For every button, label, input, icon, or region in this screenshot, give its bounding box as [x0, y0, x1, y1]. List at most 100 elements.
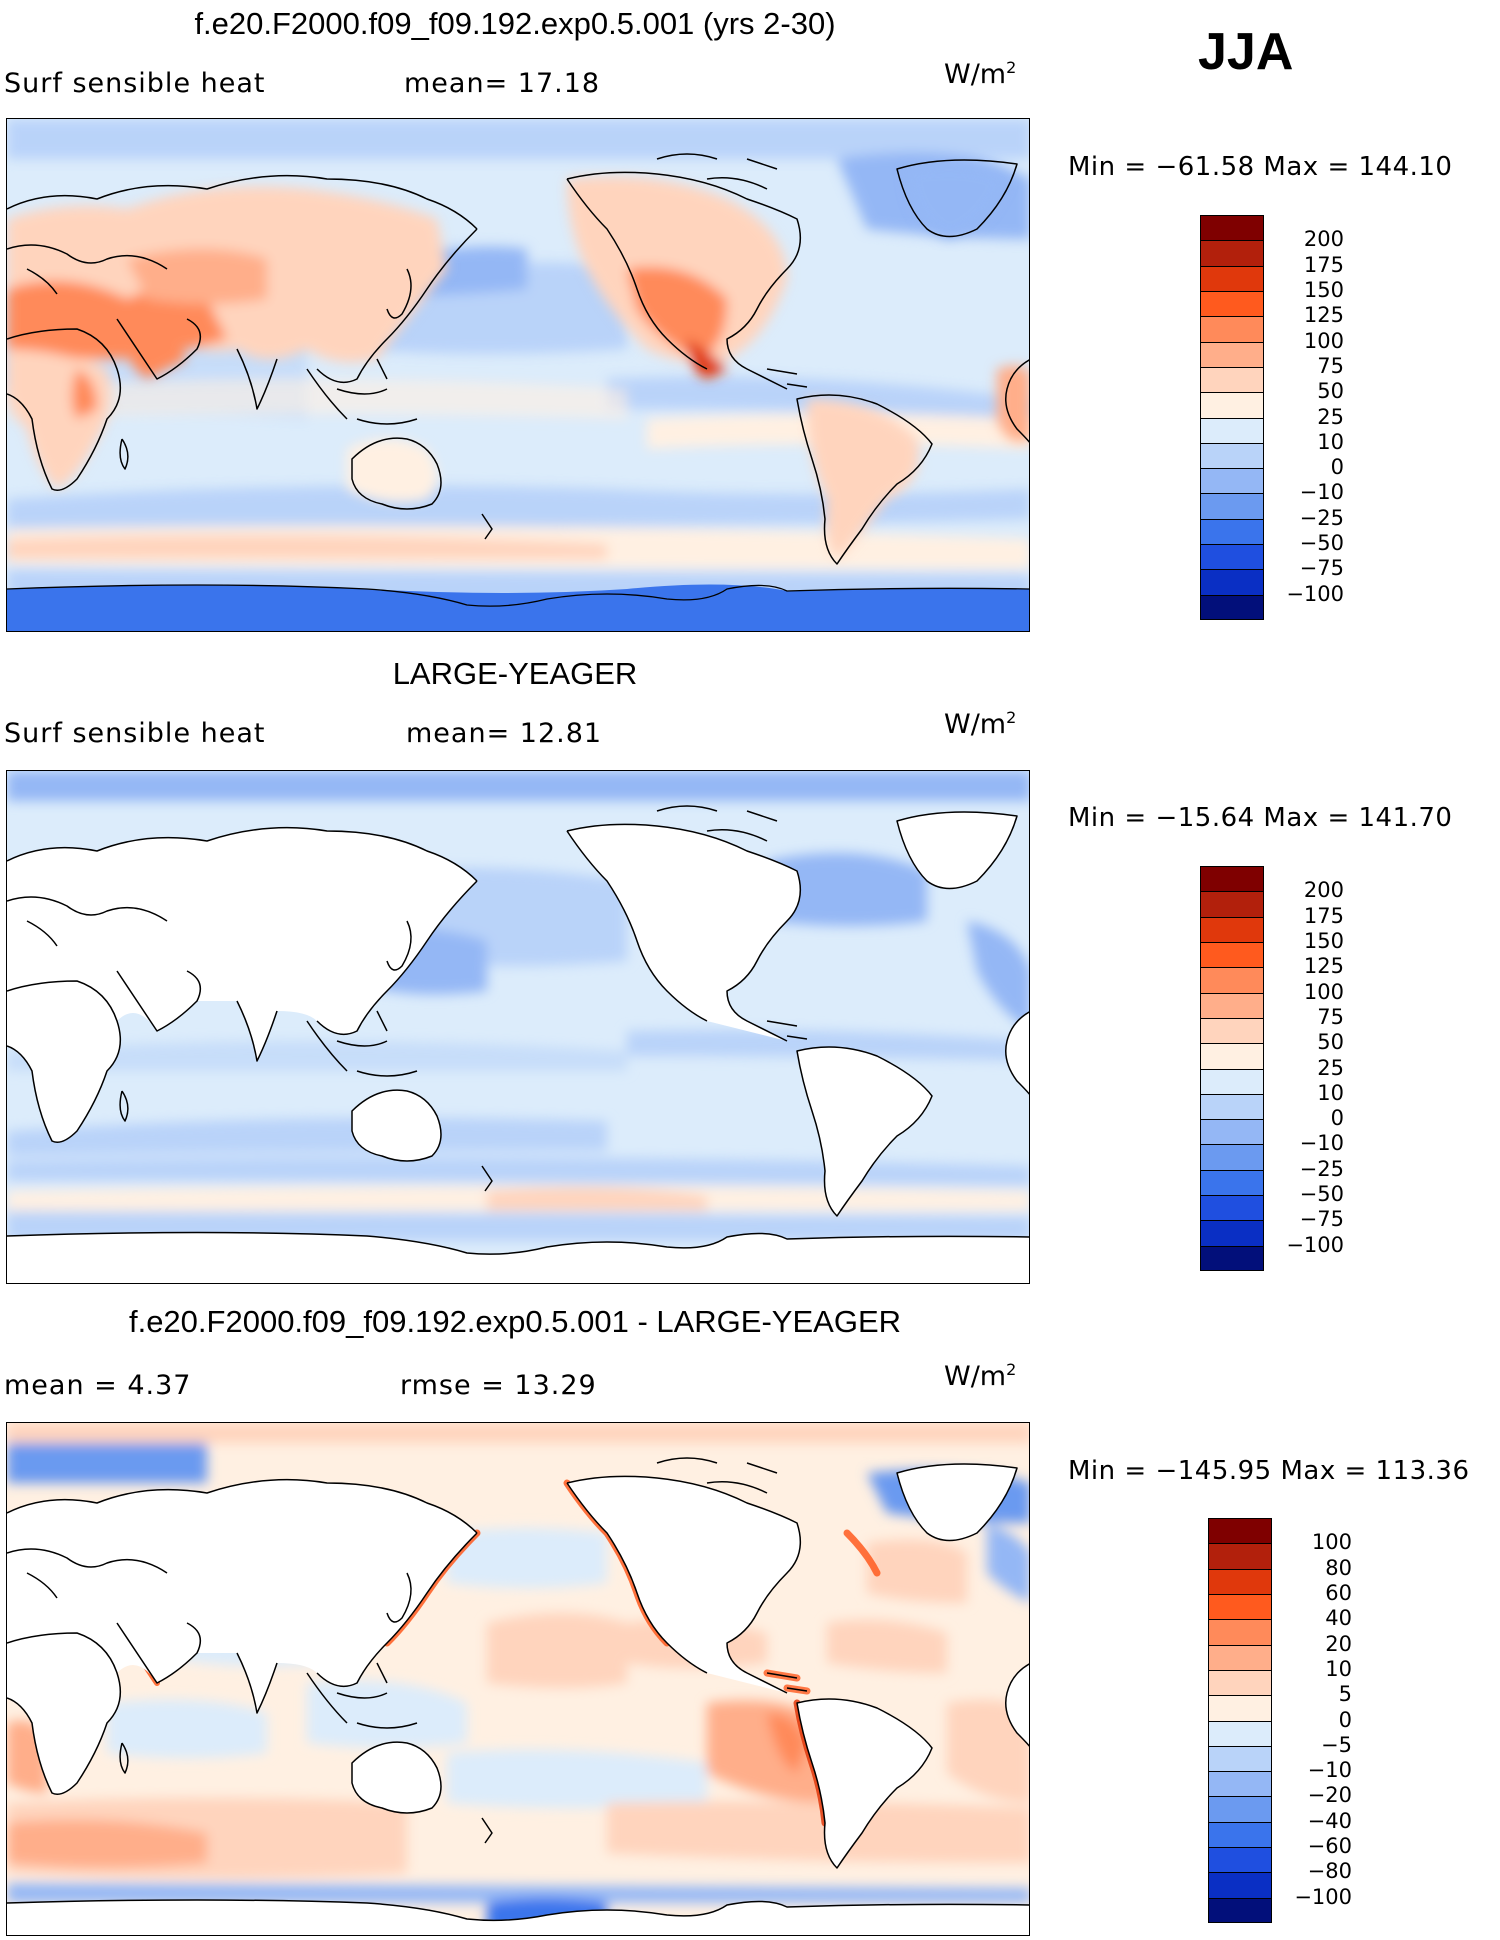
panel-3-mean-label: mean = 4.37 — [4, 1370, 192, 1401]
panel-1-map — [6, 118, 1030, 632]
colorbar-tick-label: 10 — [1325, 1656, 1352, 1681]
colorbar-swatch — [1200, 1220, 1264, 1247]
colorbar-swatch — [1200, 1068, 1264, 1095]
colorbar-swatch — [1208, 1543, 1272, 1570]
colorbar-swatch — [1208, 1821, 1272, 1848]
colorbar-tick-label: −40 — [1307, 1808, 1352, 1833]
colorbar-tick-label: 50 — [1317, 379, 1344, 404]
colorbar-swatch — [1200, 1017, 1264, 1044]
colorbar-swatch — [1208, 1669, 1272, 1696]
colorbar-swatch — [1200, 1043, 1264, 1069]
panel-3-units: W/m2 — [944, 1360, 1017, 1392]
colorbar-swatch — [1200, 518, 1264, 545]
colorbar-swatch — [1200, 992, 1264, 1019]
colorbar-swatch — [1200, 215, 1264, 241]
colorbar-tick-label: 60 — [1325, 1580, 1352, 1605]
colorbar-swatch — [1200, 417, 1264, 444]
colorbar-tick-label: 75 — [1317, 353, 1344, 378]
colorbar-tick-label: −25 — [1299, 505, 1344, 530]
colorbar-swatch — [1200, 594, 1264, 620]
panel-3-map — [6, 1422, 1030, 1936]
panel-2-field-label: Surf sensible heat — [4, 718, 266, 749]
colorbar-tick-label: −60 — [1307, 1834, 1352, 1859]
colorbar-swatch — [1208, 1720, 1272, 1747]
colorbar-tick-label: 10 — [1317, 429, 1344, 454]
colorbar-swatch — [1200, 290, 1264, 317]
colorbar-tick-label: −10 — [1307, 1758, 1352, 1783]
colorbar-swatch — [1200, 1144, 1264, 1171]
panel-3-minmax: Min = −145.95 Max = 113.36 — [1068, 1456, 1470, 1486]
colorbar-tick-label: −100 — [1294, 1884, 1352, 1909]
colorbar-tick-label: −80 — [1307, 1859, 1352, 1884]
colorbar-tick-label: −100 — [1286, 1232, 1344, 1257]
colorbar-tick-label: 25 — [1317, 1055, 1344, 1080]
panel-1-mean-label: mean= 17.18 — [404, 68, 601, 99]
colorbar-tick-label: −20 — [1307, 1783, 1352, 1808]
colorbar-tick-label: 175 — [1303, 252, 1344, 277]
colorbar-tick-label: 100 — [1311, 1530, 1352, 1555]
colorbar-tick-label: −25 — [1299, 1156, 1344, 1181]
colorbar-tick-label: 5 — [1338, 1682, 1352, 1707]
colorbar-swatch — [1200, 544, 1264, 570]
colorbar-swatch — [1208, 1847, 1272, 1873]
colorbar-tick-label: 80 — [1325, 1555, 1352, 1580]
colorbar-swatch — [1200, 1169, 1264, 1196]
colorbar-swatch — [1200, 392, 1264, 418]
panel-1-title: f.e20.F2000.f09_f09.192.exp0.5.001 (yrs … — [194, 6, 836, 41]
colorbar-tick-label: −75 — [1299, 556, 1344, 581]
colorbar-swatch — [1200, 316, 1264, 343]
colorbar-tick-label: 150 — [1303, 277, 1344, 302]
colorbar-tick-label: 150 — [1303, 928, 1344, 953]
panel-2-title: LARGE-YEAGER — [392, 656, 638, 691]
colorbar-tick-label: −75 — [1299, 1207, 1344, 1232]
colorbar-swatch — [1208, 1695, 1272, 1721]
panel-1-field-label: Surf sensible heat — [4, 68, 266, 99]
colorbar-swatch — [1200, 341, 1264, 368]
panel-1-colorbar: 200 175 150 125 100 75 50 25 10 0 −10 −25 −50 −75 −100 — [1200, 215, 1344, 620]
season-label: JJA — [1198, 23, 1294, 81]
colorbar-swatch — [1208, 1593, 1272, 1620]
colorbar-swatch — [1200, 866, 1264, 892]
colorbar-swatch — [1200, 941, 1264, 968]
colorbar-swatch — [1200, 442, 1264, 469]
colorbar-swatch — [1208, 1745, 1272, 1772]
colorbar-swatch — [1208, 1568, 1272, 1595]
colorbar-swatch — [1200, 1245, 1264, 1271]
colorbar-tick-label: 200 — [1303, 227, 1344, 252]
colorbar-swatch — [1200, 240, 1264, 267]
panel-3-title: f.e20.F2000.f09_f09.192.exp0.5.001 - LAR… — [128, 1304, 902, 1339]
colorbar-tick-label: 0 — [1338, 1707, 1352, 1732]
panel-1-minmax: Min = −61.58 Max = 144.10 — [1068, 152, 1453, 182]
colorbar-swatch — [1200, 265, 1264, 292]
colorbar-tick-label: 200 — [1303, 878, 1344, 903]
colorbar-tick-label: 175 — [1303, 903, 1344, 928]
colorbar-tick-label: 125 — [1303, 303, 1344, 328]
colorbar-swatch — [1208, 1771, 1272, 1797]
colorbar-swatch — [1200, 569, 1264, 596]
colorbar-swatch — [1208, 1644, 1272, 1671]
colorbar-tick-label: −100 — [1286, 581, 1344, 606]
colorbar-tick-label: 75 — [1317, 1004, 1344, 1029]
colorbar-swatch — [1208, 1796, 1272, 1823]
colorbar-tick-label: 50 — [1317, 1030, 1344, 1055]
colorbar-tick-label: −50 — [1299, 531, 1344, 556]
colorbar-swatch — [1200, 891, 1264, 918]
colorbar-tick-label: 0 — [1330, 455, 1344, 480]
panel-3-rmse-label: rmse = 13.29 — [400, 1370, 597, 1401]
colorbar-swatch — [1200, 366, 1264, 393]
panel-1-units: W/m2 — [944, 58, 1017, 90]
colorbar-tick-label: −10 — [1299, 1131, 1344, 1156]
panel-3-colorbar: 100 80 60 40 20 10 5 0 −5 −10 −20 −40 −60 −80 −100 — [1208, 1518, 1352, 1923]
colorbar-tick-label: 10 — [1317, 1080, 1344, 1105]
colorbar-swatch — [1208, 1518, 1272, 1544]
colorbar-tick-label: 100 — [1303, 979, 1344, 1004]
colorbar-tick-label: 25 — [1317, 404, 1344, 429]
colorbar-swatch — [1208, 1619, 1272, 1646]
colorbar-tick-label: 125 — [1303, 954, 1344, 979]
colorbar-tick-label: 20 — [1325, 1631, 1352, 1656]
colorbar-swatch — [1200, 1093, 1264, 1120]
colorbar-tick-label: −5 — [1321, 1732, 1352, 1757]
panel-2-colorbar: 200 175 150 125 100 75 50 25 10 0 −10 −25 −50 −75 −100 — [1200, 866, 1344, 1271]
colorbar-swatch — [1208, 1872, 1272, 1899]
colorbar-swatch — [1208, 1897, 1272, 1923]
